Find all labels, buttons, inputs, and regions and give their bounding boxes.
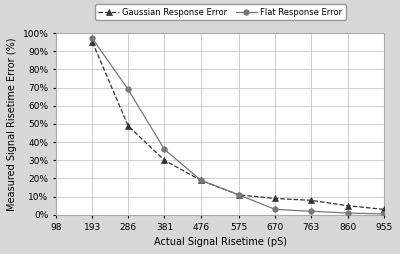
Gaussian Response Error bbox=[273, 197, 278, 200]
Line: Flat Response Error: Flat Response Error bbox=[90, 36, 387, 217]
Flat Response Error bbox=[162, 148, 167, 151]
Flat Response Error bbox=[198, 179, 203, 182]
Flat Response Error bbox=[273, 208, 278, 211]
Gaussian Response Error bbox=[90, 41, 95, 44]
Flat Response Error bbox=[346, 212, 350, 215]
X-axis label: Actual Signal Risetime (pS): Actual Signal Risetime (pS) bbox=[154, 237, 287, 247]
Flat Response Error bbox=[236, 193, 241, 196]
Y-axis label: Measured Signal Risetime Error (%): Measured Signal Risetime Error (%) bbox=[7, 37, 17, 211]
Legend: Gaussian Response Error, Flat Response Error: Gaussian Response Error, Flat Response E… bbox=[95, 5, 346, 20]
Gaussian Response Error bbox=[236, 193, 241, 196]
Gaussian Response Error bbox=[162, 159, 167, 162]
Line: Gaussian Response Error: Gaussian Response Error bbox=[90, 39, 387, 212]
Flat Response Error bbox=[90, 37, 95, 40]
Flat Response Error bbox=[126, 88, 130, 91]
Flat Response Error bbox=[308, 210, 313, 213]
Gaussian Response Error bbox=[346, 204, 350, 207]
Flat Response Error bbox=[382, 212, 387, 215]
Gaussian Response Error bbox=[126, 124, 130, 127]
Gaussian Response Error bbox=[382, 208, 387, 211]
Gaussian Response Error bbox=[198, 179, 203, 182]
Gaussian Response Error bbox=[308, 199, 313, 202]
